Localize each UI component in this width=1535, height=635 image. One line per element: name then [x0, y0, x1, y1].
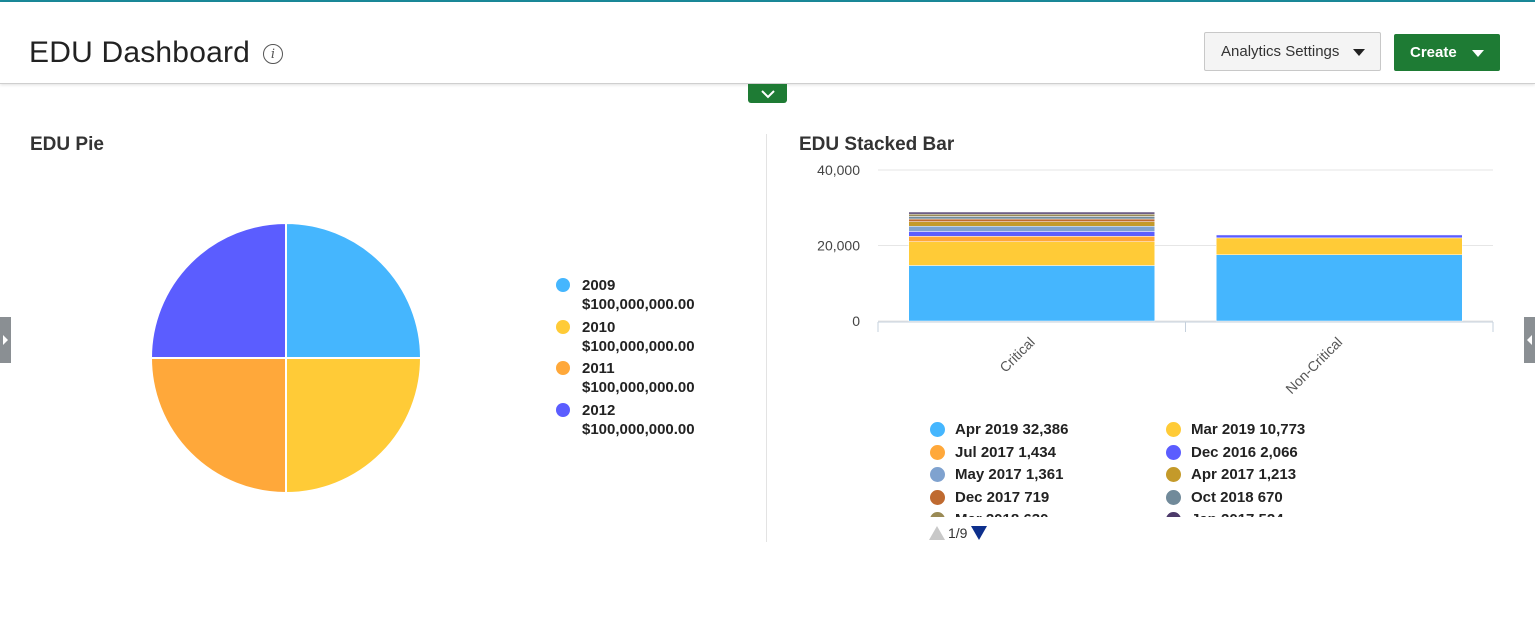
- pie-legend-value: $100,000,000.00: [582, 420, 695, 438]
- bar-legend-label: Mar 2018 630: [955, 511, 1048, 517]
- bar-segment[interactable]: [908, 265, 1155, 322]
- legend-dot: [1166, 467, 1181, 482]
- arrow-left-icon: [1527, 335, 1532, 345]
- bar-legend-label: Jul 2017 1,434: [955, 443, 1056, 461]
- y-tick-label: 20,000: [817, 238, 860, 254]
- legend-dot: [930, 422, 945, 437]
- bar-legend: Apr 2019 32,386 Mar 2019 10,773 Jul 2017 1…: [930, 420, 1400, 517]
- legend-dot: [1166, 444, 1181, 460]
- bar-segment[interactable]: [908, 211, 1155, 215]
- legend-dot: [930, 444, 945, 460]
- bar-legend-item[interactable]: Dec 2016 2,066: [1166, 443, 1298, 462]
- bar-segment[interactable]: [1216, 254, 1463, 322]
- bar-panel-title: EDU Stacked Bar: [799, 134, 955, 155]
- arrow-right-icon: [3, 335, 8, 345]
- left-panel-toggle[interactable]: [0, 317, 11, 363]
- pie-slice-2010[interactable]: [285, 357, 423, 495]
- legend-page-indicator: 1/9: [948, 525, 968, 541]
- x-tick-label: Non-Critical: [1282, 334, 1345, 397]
- pie-legend-label: 2011: [582, 360, 615, 377]
- analytics-settings-label: Analytics Settings: [1221, 43, 1340, 60]
- bar-legend-label: Apr 2019 32,386: [955, 421, 1069, 438]
- x-tick-label: Critical: [996, 334, 1038, 376]
- analytics-settings-button[interactable]: Analytics Settings: [1204, 32, 1381, 71]
- bar-legend-label: Jan 2017 524: [1191, 511, 1284, 517]
- bar-legend-item[interactable]: May 2017 1,361: [930, 465, 1063, 484]
- bar-legend-item[interactable]: Jan 2017 524: [1166, 510, 1284, 517]
- page-header: EDU Dashboard i Analytics Settings Creat…: [0, 2, 1535, 84]
- bar-legend-label: Oct 2018 670: [1191, 488, 1283, 506]
- bar-legend-label: May 2017 1,361: [955, 466, 1064, 483]
- legend-dot: [1166, 489, 1181, 505]
- expand-header-button[interactable]: [748, 84, 787, 103]
- bar-segment[interactable]: [1216, 234, 1463, 239]
- bar-segment[interactable]: [908, 221, 1155, 227]
- pie-legend: 2009 $100,000,000.00 2010 $100,000,000.00 20…: [556, 276, 695, 442]
- bar-segment[interactable]: [908, 231, 1155, 237]
- right-panel-toggle[interactable]: [1524, 317, 1535, 363]
- pie-legend-item[interactable]: 2011 $100,000,000.00: [556, 359, 695, 401]
- bar-legend-label: Dec 2017 719: [955, 488, 1050, 506]
- bar-segment[interactable]: [908, 236, 1155, 242]
- legend-dot: [556, 361, 570, 375]
- legend-dot: [556, 278, 570, 292]
- create-button[interactable]: Create: [1394, 34, 1500, 71]
- top-accent-line: [0, 0, 1535, 2]
- bar-legend-item[interactable]: Oct 2018 670: [1166, 488, 1283, 507]
- pie-legend-label: 2010: [582, 318, 616, 336]
- bar-segment[interactable]: [1216, 237, 1463, 255]
- pie-legend-label: 2012: [582, 401, 616, 419]
- bar-legend-item[interactable]: Dec 2017 719: [930, 488, 1049, 507]
- legend-dot: [556, 402, 570, 417]
- legend-page-down-icon[interactable]: [971, 526, 988, 540]
- legend-dot: [930, 467, 945, 482]
- pie-legend-value: $100,000,000.00: [582, 379, 695, 396]
- legend-pager: 1/9: [929, 523, 988, 543]
- legend-dot: [1166, 422, 1181, 437]
- pie-panel-title: EDU Pie: [30, 134, 104, 155]
- bar-legend-label: Mar 2019 10,773: [1191, 421, 1306, 438]
- legend-dot: [1166, 512, 1181, 517]
- pie-slice-2012[interactable]: [149, 221, 287, 359]
- bar-legend-label: Dec 2016 2,066: [1191, 443, 1298, 461]
- bar-segment[interactable]: [908, 213, 1155, 217]
- bar-legend-item[interactable]: Apr 2019 32,386: [930, 420, 1068, 439]
- bar-legend-item[interactable]: Mar 2018 630: [930, 510, 1048, 517]
- bar-segment[interactable]: [908, 241, 1155, 266]
- pie-slice-2011[interactable]: [149, 357, 287, 495]
- bar-segment[interactable]: [908, 218, 1155, 222]
- caret-down-icon: [1472, 50, 1484, 57]
- pie-legend-value: $100,000,000.00: [582, 337, 695, 355]
- pie-legend-item[interactable]: 2012 $100,000,000.00: [556, 401, 695, 443]
- create-label: Create: [1410, 44, 1457, 61]
- bar-legend-item[interactable]: Mar 2019 10,773: [1166, 420, 1305, 439]
- pie-legend-item[interactable]: 2010 $100,000,000.00: [556, 318, 695, 360]
- pie-chart: [149, 221, 423, 495]
- caret-down-icon: [1353, 49, 1365, 56]
- pie-slice-2009[interactable]: [285, 221, 423, 359]
- bar-legend-item[interactable]: Jul 2017 1,434: [930, 443, 1056, 462]
- bar-legend-label: Apr 2017 1,213: [1191, 466, 1297, 483]
- panel-divider: [766, 134, 767, 542]
- y-tick-label: 0: [852, 313, 860, 329]
- pie-legend-value: $100,000,000.00: [582, 296, 695, 313]
- pie-legend-label: 2009: [582, 277, 616, 294]
- chevron-down-icon: [760, 89, 775, 98]
- info-icon[interactable]: i: [263, 44, 283, 64]
- legend-dot: [930, 489, 945, 505]
- bar-legend-item[interactable]: Apr 2017 1,213: [1166, 465, 1296, 484]
- legend-dot: [930, 512, 945, 517]
- legend-page-up-icon[interactable]: [929, 526, 945, 540]
- pie-legend-item[interactable]: 2009 $100,000,000.00: [556, 276, 695, 318]
- bar-segment[interactable]: [908, 216, 1155, 220]
- stacked-bar-chart: 0 20,000 40,000 Critical Non-Critical: [817, 162, 1494, 397]
- legend-dot: [556, 319, 570, 334]
- page-title: EDU Dashboard: [29, 36, 251, 69]
- bar-segment[interactable]: [908, 226, 1155, 232]
- y-tick-label: 40,000: [817, 162, 860, 178]
